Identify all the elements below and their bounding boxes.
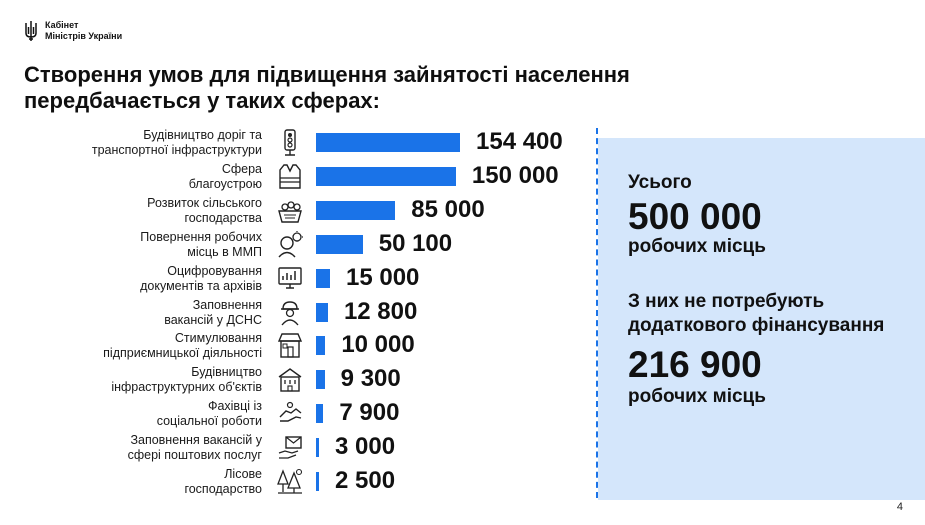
category-label: Будівництво доріг та транспортної інфраст… <box>2 128 262 158</box>
category-label-line-2: місць в ММП <box>187 244 262 259</box>
bar-value-label: 50 100 <box>378 229 453 257</box>
bar <box>316 404 324 424</box>
chart-row: Заповнення вакансій у ДСНС 12 800 <box>0 296 600 330</box>
total-label: Усього <box>628 172 692 193</box>
category-label-line-2: підприємницької діяльності <box>103 346 262 361</box>
category-label-line-1: Сфера <box>221 161 262 176</box>
category-label-line-2: вакансій у ДСНС <box>164 312 262 327</box>
chart-row: Стимулювання підприємницької діяльності 10… <box>0 329 600 363</box>
category-label-line-1: Фахівці із <box>207 399 262 414</box>
category-label-line-2: соціальної роботи <box>156 414 262 429</box>
category-label-line-1: Лісове <box>224 467 262 481</box>
harvest-basket-icon <box>278 201 302 223</box>
dashed-divider <box>596 128 598 498</box>
bar-value-label: 85 000 <box>411 195 485 223</box>
title-line-2: передбачається у таких сферах: <box>24 88 380 113</box>
chart-row: Оцифровування документів та архівів 15 000 <box>0 262 600 296</box>
monitor-chart-icon <box>278 266 302 289</box>
bar-value-label: 7 900 <box>339 399 400 427</box>
firefighter-icon <box>281 300 299 325</box>
category-label: Повернення робочих місць в ММП <box>2 230 262 260</box>
title-line-1: Створення умов для підвищення зайнятості… <box>24 62 630 87</box>
bar <box>316 234 363 254</box>
bar-value-label: 9 300 <box>340 365 401 393</box>
category-label-line-1: Заповнення <box>192 297 262 312</box>
bar <box>316 133 460 152</box>
helping-hands-icon <box>279 402 302 422</box>
nofunding-unit: робочих місць <box>628 386 766 407</box>
bar <box>316 370 325 390</box>
bar-value-label: 10 000 <box>341 331 415 359</box>
category-label-line-2: господарство <box>184 482 262 496</box>
person-idea-icon <box>278 230 303 258</box>
category-label: Сфера благоустрою <box>2 162 262 192</box>
bar <box>316 200 396 220</box>
category-label: Розвиток сільського господарства <box>2 196 262 226</box>
category-label-line-2: благоустрою <box>188 176 262 191</box>
trident-icon <box>25 21 37 41</box>
bar <box>316 166 456 186</box>
government-logo: Кабінет Міністрів України <box>24 20 122 42</box>
bar-value-label: 15 000 <box>345 263 420 291</box>
category-label: Заповнення вакансій у сфері поштових посл… <box>2 433 262 463</box>
category-label-line-1: Стимулювання <box>174 331 262 346</box>
bar <box>316 336 326 356</box>
total-unit: робочих місць <box>628 236 766 257</box>
shop-icon <box>277 333 303 359</box>
category-label-line-1: Будівництво доріг та <box>143 128 262 142</box>
category-label-line-1: Оцифровування <box>167 263 262 278</box>
category-label-line-1: Будівництво <box>191 365 262 380</box>
category-label-line-2: господарства <box>184 210 262 225</box>
chart-row: Лісове господарство 2 500 <box>0 465 600 499</box>
category-label: Стимулювання підприємницької діяльності <box>2 331 262 361</box>
bar <box>316 438 319 458</box>
logo-text: Кабінет Міністрів України <box>45 20 122 42</box>
logo-line-2: Міністрів України <box>45 31 123 41</box>
category-label: Оцифровування документів та архівів <box>2 264 262 294</box>
chart-row: Заповнення вакансій у сфері поштових посл… <box>0 431 600 465</box>
category-label-line-1: Повернення робочих <box>140 229 262 244</box>
bar <box>316 302 328 322</box>
total-value: 500 000 <box>628 196 762 237</box>
bar-value-label: 12 800 <box>343 297 418 325</box>
category-label-line-2: документів та архівів <box>140 278 262 293</box>
chart-row: Будівництво інфраструктурних об'єктів 9 30… <box>0 363 600 397</box>
category-label: Фахівці із соціальної роботи <box>2 399 262 429</box>
category-label-line-1: Заповнення вакансій у <box>130 433 262 448</box>
category-label-line-2: транспортної інфраструктури <box>91 143 262 157</box>
category-label: Лісове господарство <box>2 467 262 497</box>
logo-line-1: Кабінет <box>45 20 79 30</box>
mail-hand-icon <box>278 436 302 459</box>
summary-panel: Усього 500 000 робочих місць З них не по… <box>598 138 925 500</box>
chart-row: Повернення робочих місць в ММП 50 100 <box>0 228 600 262</box>
category-label-line-2: інфраструктурних об'єктів <box>111 380 262 395</box>
chart-row: Розвиток сільського господарства 85 000 <box>0 194 600 228</box>
bar-value-label: 2 500 <box>335 467 396 494</box>
page-title: Створення умов для підвищення зайнятості… <box>24 62 784 114</box>
nofunding-label: З них не потребують додаткового фінансув… <box>628 291 885 336</box>
category-label-line-1: Розвиток сільського <box>147 195 262 210</box>
nofunding-value: 216 900 <box>628 344 762 385</box>
safety-vest-icon <box>279 164 301 189</box>
bar-value-label: 150 000 <box>471 161 559 189</box>
category-label: Заповнення вакансій у ДСНС <box>2 298 262 328</box>
bar-value-label: 3 000 <box>335 433 396 461</box>
category-label-line-2: сфері поштових послуг <box>127 448 262 463</box>
chart-row: Будівництво доріг та транспортної інфраст… <box>0 126 600 160</box>
bar-value-label: 154 400 <box>476 128 563 155</box>
forest-icon <box>277 468 303 494</box>
building-icon <box>278 368 302 392</box>
page-number: 4 <box>896 501 903 513</box>
traffic-light-icon <box>284 129 296 156</box>
category-label: Будівництво інфраструктурних об'єктів <box>2 365 262 395</box>
chart-row: Сфера благоустрою 150 000 <box>0 160 600 194</box>
bar <box>316 268 330 288</box>
bar <box>316 472 319 491</box>
chart-row: Фахівці із соціальної роботи 7 900 <box>0 397 600 431</box>
